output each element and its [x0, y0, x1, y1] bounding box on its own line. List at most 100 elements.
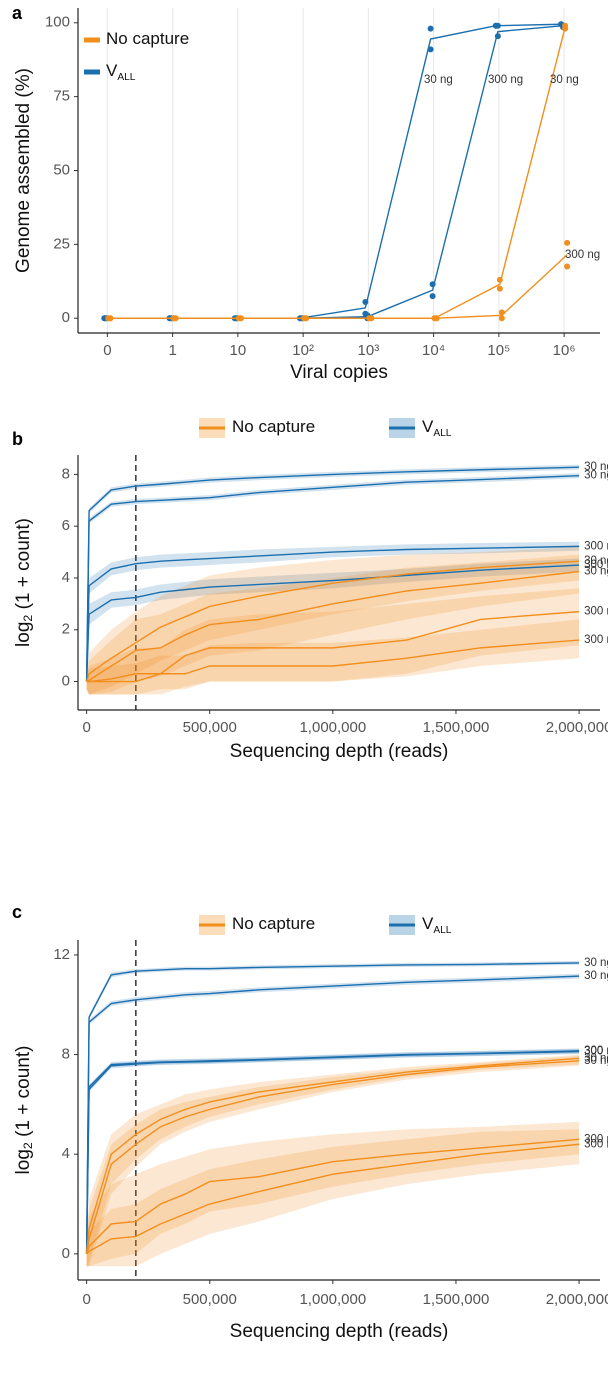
y-tick-label: 8	[62, 1046, 70, 1063]
text-part: V	[422, 417, 434, 436]
y-tick-label: 12	[53, 946, 70, 963]
text-part: V	[422, 914, 434, 933]
series-label: 300 ng	[584, 1138, 608, 1150]
legend-label: No capture	[106, 29, 189, 48]
text-part: Genome assembled (%)	[13, 68, 34, 273]
series-line	[110, 254, 568, 319]
confidence-band	[86, 619, 580, 695]
replicate-point	[427, 46, 434, 53]
x-tick-label: 1,500,000	[423, 719, 490, 736]
subscript: 2	[21, 615, 35, 622]
legend-label: VALL	[106, 61, 136, 82]
x-tick-label: 10⁵	[487, 342, 510, 359]
replicate-point	[498, 315, 505, 322]
series-label: 300 ng	[584, 559, 608, 571]
panel-letter: a	[12, 3, 23, 23]
series-label: 30 ng	[584, 470, 608, 482]
series-label: 300 ng	[565, 249, 600, 261]
series-label: 300 ng	[584, 1045, 608, 1057]
series-label: 30 ng	[550, 74, 579, 86]
confidence-band	[86, 546, 580, 695]
replicate-point	[496, 285, 503, 292]
y-tick-label: 4	[62, 569, 70, 586]
series-label: 300 ng	[488, 74, 523, 86]
confidence-band	[86, 1054, 580, 1267]
series-line	[85, 560, 580, 682]
confidence-band	[86, 1129, 580, 1267]
replicate-point	[362, 298, 369, 305]
series-label: 30 ng	[584, 1055, 608, 1067]
x-tick-label: 1,000,000	[299, 719, 366, 736]
series-label: 30 ng	[584, 566, 608, 578]
y-tick-label: 2	[62, 621, 70, 638]
text-part: V	[106, 61, 118, 80]
x-tick-label: 2,000,000	[546, 1291, 608, 1308]
replicate-point	[427, 25, 434, 32]
panel-letter: c	[12, 902, 22, 922]
text-part: No capture	[106, 29, 189, 48]
y-tick-label: 0	[62, 672, 70, 689]
replicate-point	[303, 315, 310, 322]
text-part: No capture	[232, 914, 315, 933]
series-line	[85, 1050, 580, 1254]
series-line	[85, 564, 580, 682]
series-label: 30 ng	[424, 74, 453, 86]
replicate-point	[564, 239, 571, 246]
series-line	[85, 466, 580, 682]
replicate-point	[496, 276, 503, 283]
subscript: ALL	[117, 72, 135, 83]
series-line	[86, 1143, 580, 1255]
x-tick-label: 10²	[292, 342, 314, 359]
y-tick-label: 75	[53, 88, 70, 105]
series-line	[106, 25, 564, 319]
x-tick-label: 0	[82, 1291, 90, 1308]
series-label: 30 ng	[584, 555, 608, 567]
series-label: 300 ng	[584, 1046, 608, 1058]
legend-label: No capture	[232, 914, 315, 933]
series-line	[108, 27, 566, 319]
y-tick-label: 4	[62, 1145, 70, 1162]
x-tick-label: 0	[103, 342, 111, 359]
series-line	[85, 475, 580, 682]
y-axis-title: log2 (1 + count)	[13, 518, 35, 647]
subscript: ALL	[433, 925, 451, 936]
replicate-point	[368, 315, 375, 322]
x-axis-title: Sequencing depth (reads)	[230, 741, 449, 762]
replicate-point	[562, 25, 569, 32]
x-tick-label: 500,000	[183, 719, 237, 736]
replicate-point	[494, 22, 501, 29]
confidence-band	[86, 588, 580, 695]
series-line	[85, 545, 580, 682]
x-tick-label: 0	[82, 719, 90, 736]
series-label: 30 ng	[584, 957, 608, 969]
replicate-point	[237, 315, 244, 322]
x-tick-label: 10³	[358, 342, 380, 359]
replicate-point	[433, 315, 440, 322]
y-tick-label: 8	[62, 465, 70, 482]
y-tick-label: 50	[53, 161, 70, 178]
replicate-point	[107, 315, 114, 322]
series-line	[86, 639, 580, 683]
text-part: (1 + count)	[13, 518, 34, 615]
x-tick-label: 1	[168, 342, 176, 359]
series-line	[85, 1138, 580, 1255]
series-label: 30 ng	[584, 1052, 608, 1064]
replicate-point	[429, 293, 436, 300]
x-tick-label: 1,500,000	[423, 1291, 490, 1308]
series-label: 300 ng	[584, 606, 608, 618]
y-tick-label: 0	[62, 1245, 70, 1262]
text-part: No capture	[232, 417, 315, 436]
confidence-band	[86, 554, 580, 695]
text-part: (1 + count)	[13, 1046, 34, 1143]
x-tick-label: 1,000,000	[299, 1291, 366, 1308]
x-axis-title: Sequencing depth (reads)	[230, 1321, 449, 1342]
x-tick-label: 500,000	[183, 1291, 237, 1308]
text-part: log	[13, 622, 34, 647]
replicate-point	[429, 281, 436, 288]
confidence-band	[86, 558, 580, 682]
subscript: 2	[21, 1142, 35, 1149]
legend-label: VALL	[422, 417, 452, 438]
series-line	[85, 962, 580, 1254]
replicate-point	[564, 263, 571, 270]
